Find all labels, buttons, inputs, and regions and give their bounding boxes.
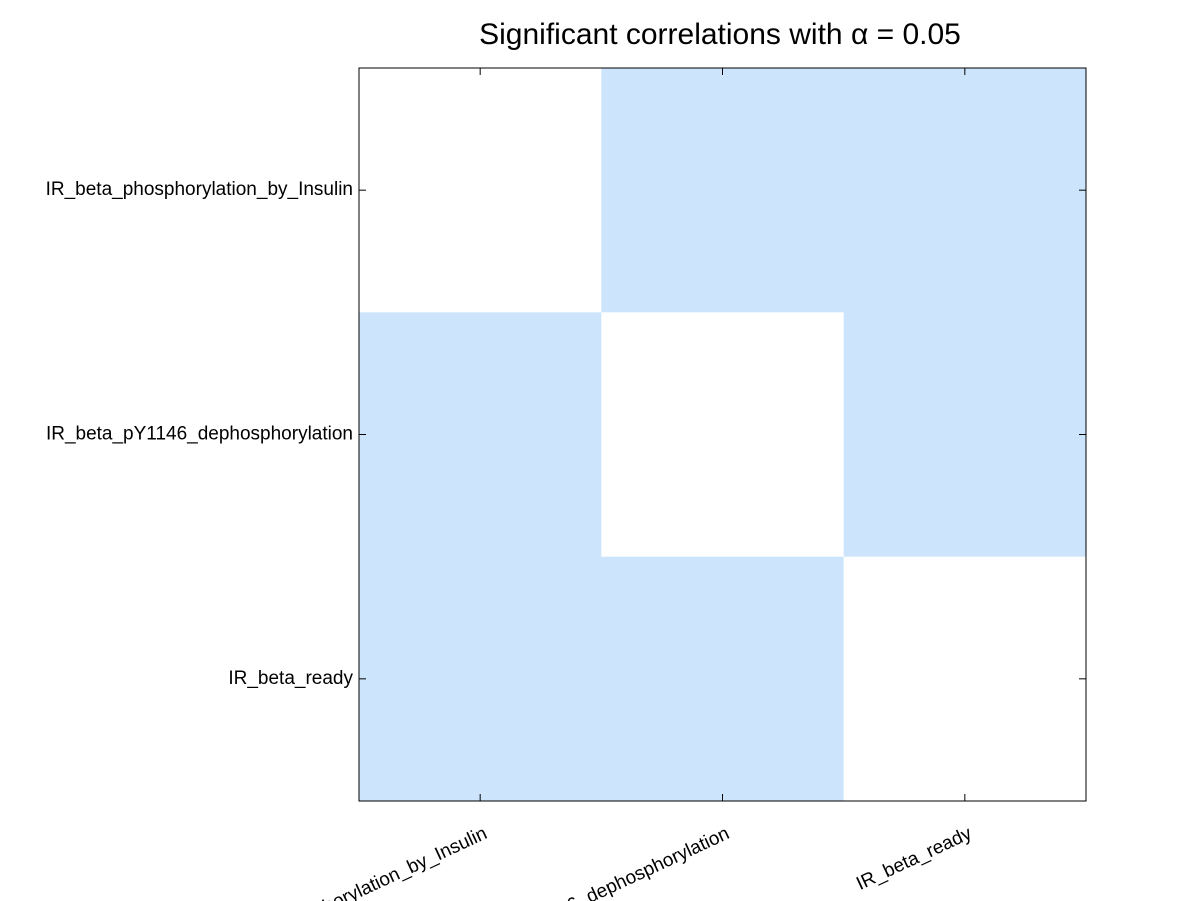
heatmap-cell [843,556,1087,802]
heatmap-cell [843,68,1087,313]
heatmap-cell [601,312,845,558]
heatmap-cell [601,68,845,313]
heatmap-cell [359,68,602,313]
y-tick-label: IR_beta_pY1146_dephosphorylation [46,424,353,445]
heatmap-cell [359,312,602,558]
x-tick-label: IR_beta_ready [853,823,975,895]
x-tick-label: IR_beta_pY1146_dephosphorylation [446,823,733,901]
chart-title: Significant correlations with α = 0.05 [479,18,961,51]
heatmap-cell [359,556,602,802]
heatmap-cell [601,556,845,802]
y-tick-label: IR_beta_phosphorylation_by_Insulin [46,179,353,200]
x-tick-label: IR_beta_phosphorylation_by_Insulin [203,823,490,901]
y-tick-label: IR_beta_ready [228,668,353,689]
heatmap-cell [843,312,1087,558]
